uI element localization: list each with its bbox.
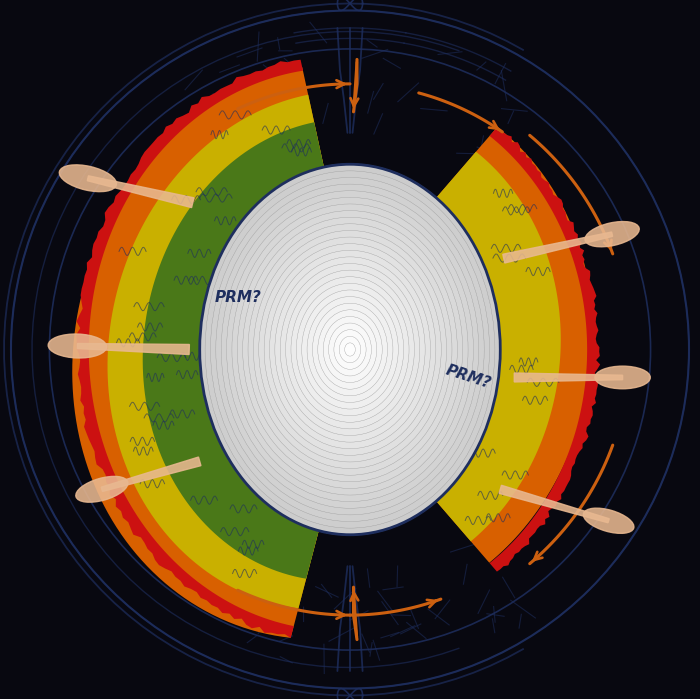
Ellipse shape [232, 204, 468, 495]
Ellipse shape [253, 231, 447, 468]
Ellipse shape [275, 257, 425, 442]
Text: PRM?: PRM? [215, 289, 262, 305]
Polygon shape [102, 457, 201, 491]
Ellipse shape [307, 296, 393, 403]
Polygon shape [499, 485, 609, 523]
Ellipse shape [221, 191, 479, 508]
Ellipse shape [259, 237, 441, 462]
Ellipse shape [296, 283, 404, 416]
Polygon shape [88, 175, 194, 208]
Ellipse shape [199, 164, 500, 535]
Polygon shape [72, 67, 324, 637]
Ellipse shape [48, 334, 106, 358]
Ellipse shape [205, 171, 495, 528]
Ellipse shape [312, 303, 388, 396]
Ellipse shape [328, 323, 372, 376]
Ellipse shape [237, 210, 463, 489]
Ellipse shape [270, 250, 430, 449]
Ellipse shape [323, 317, 377, 382]
Ellipse shape [302, 290, 398, 409]
Polygon shape [489, 127, 600, 572]
Polygon shape [108, 94, 324, 608]
Ellipse shape [344, 343, 356, 356]
Ellipse shape [243, 217, 457, 482]
Ellipse shape [334, 330, 366, 369]
Text: PRM?: PRM? [444, 363, 493, 392]
Ellipse shape [595, 366, 650, 389]
Ellipse shape [291, 277, 409, 422]
Polygon shape [436, 152, 561, 541]
Ellipse shape [286, 270, 414, 429]
Ellipse shape [60, 165, 116, 192]
Polygon shape [77, 343, 190, 354]
Ellipse shape [227, 197, 473, 502]
Ellipse shape [318, 310, 382, 389]
Polygon shape [514, 373, 622, 382]
Polygon shape [436, 127, 593, 563]
Ellipse shape [585, 222, 639, 247]
Ellipse shape [216, 184, 484, 515]
Ellipse shape [211, 178, 489, 521]
Ellipse shape [264, 244, 436, 455]
Polygon shape [76, 59, 303, 638]
Ellipse shape [340, 336, 360, 363]
Polygon shape [143, 122, 324, 579]
Ellipse shape [76, 477, 128, 502]
Ellipse shape [583, 508, 634, 533]
Polygon shape [503, 232, 612, 263]
Ellipse shape [280, 264, 420, 435]
Ellipse shape [248, 224, 452, 475]
